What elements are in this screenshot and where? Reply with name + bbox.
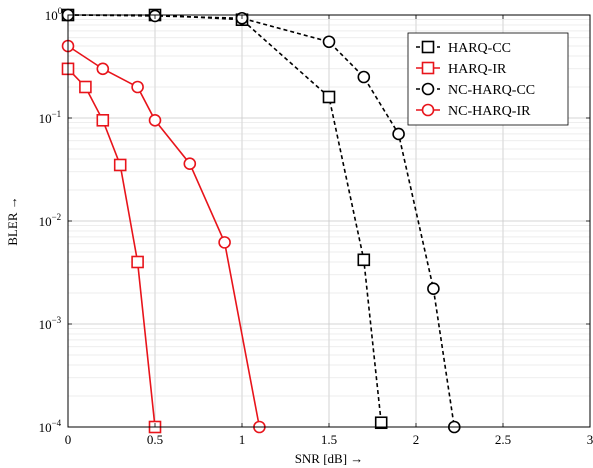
x-tick-label: 0.5: [147, 432, 163, 447]
x-tick-label: 0: [65, 432, 72, 447]
data-point: [357, 70, 371, 84]
y-axis-label: BLER →: [5, 196, 20, 245]
legend-entry: NC-HARQ-CC: [416, 82, 535, 98]
legend-label: NC-HARQ-CC: [448, 83, 535, 98]
data-point: [357, 253, 371, 267]
x-tick-label: 3: [587, 432, 593, 447]
y-tick-label: 10 −4: [39, 418, 62, 435]
series-nc-harq-ir: [61, 39, 266, 434]
y-tick-label: 10 −1: [39, 109, 62, 126]
data-point: [322, 90, 336, 104]
legend-box: [407, 32, 569, 126]
series-line: [67, 45, 261, 428]
y-tick-base: 10: [39, 420, 52, 435]
legend-label: HARQ-IR: [448, 62, 507, 77]
legend-marker: [421, 40, 435, 54]
legend-entry: HARQ-CC: [416, 40, 511, 56]
y-tick-base: 10: [39, 317, 52, 332]
x-tick-label: 1: [239, 432, 246, 447]
legend-marker: [421, 61, 435, 75]
data-point: [322, 35, 336, 49]
y-tick-exponent: −4: [52, 418, 62, 428]
y-tick-base: 10: [39, 214, 52, 229]
data-point: [131, 80, 144, 94]
y-tick-exponent: 0: [58, 6, 63, 16]
data-point: [96, 62, 110, 76]
data-point: [79, 80, 92, 94]
y-tick-label: 10 0: [45, 6, 63, 23]
legend-marker: [421, 103, 435, 117]
y-tick-label: 10 −3: [39, 315, 62, 332]
x-tick-label: 2: [413, 432, 420, 447]
legend-entry: HARQ-IR: [416, 61, 507, 77]
data-point: [96, 113, 110, 127]
y-tick-exponent: −1: [52, 109, 62, 119]
data-point: [148, 113, 162, 127]
series-harq-ir: [61, 62, 162, 434]
legend-label: NC-HARQ-IR: [448, 104, 531, 119]
legend-entry: NC-HARQ-IR: [416, 103, 531, 119]
data-point: [374, 416, 388, 430]
series-line: [67, 14, 456, 428]
data-point: [392, 127, 405, 141]
data-point: [131, 255, 144, 269]
legend-marker: [421, 82, 435, 96]
y-tick-base: 10: [45, 8, 58, 23]
y-tick-label: 10 −2: [39, 212, 62, 229]
y-tick-base: 10: [39, 111, 52, 126]
x-tick-label: 1.5: [321, 432, 337, 447]
data-point: [113, 158, 127, 172]
x-axis-label: SNR [dB] →: [295, 451, 364, 466]
series-line: [68, 14, 382, 423]
y-tick-exponent: −2: [52, 212, 62, 222]
data-point: [183, 157, 197, 171]
legend: HARQ-CC HARQ-IR NC-HARQ-CC NC-HARQ-IR: [407, 32, 569, 126]
y-tick-exponent: −3: [52, 315, 62, 325]
data-point: [427, 282, 440, 296]
legend-label: HARQ-CC: [448, 41, 511, 56]
data-point: [218, 236, 231, 249]
x-tick-label: 2.5: [495, 432, 511, 447]
